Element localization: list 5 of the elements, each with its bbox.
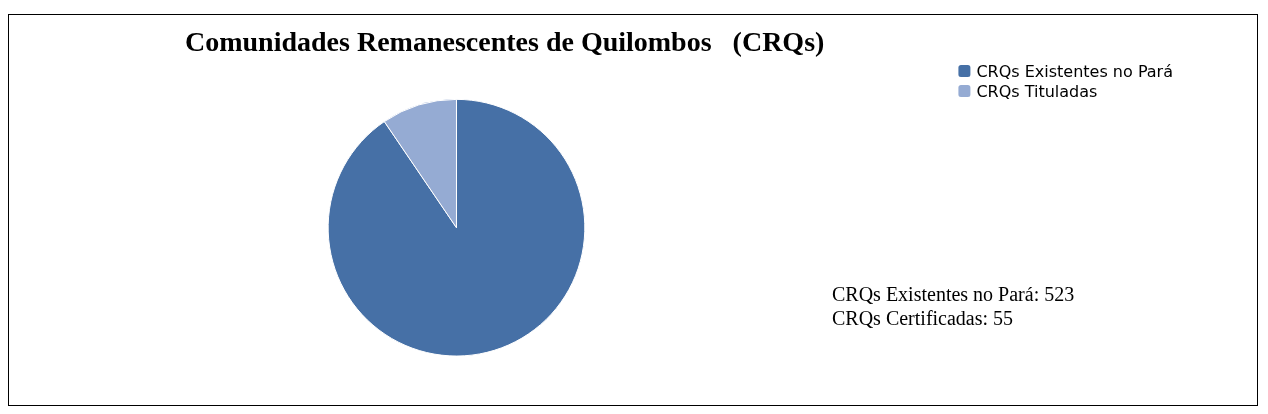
text: CRQs Certificadas: 55 [832,307,1014,329]
legend-label: CRQs Existentes no Pará [976,61,1173,81]
legend-label: CRQs Tituladas [976,81,1098,101]
text: CRQs Existentes no Pará: 523 [832,283,1075,305]
chart-title: Comunidades Remanescentes de Quilombos (CRQs) [185,25,825,57]
